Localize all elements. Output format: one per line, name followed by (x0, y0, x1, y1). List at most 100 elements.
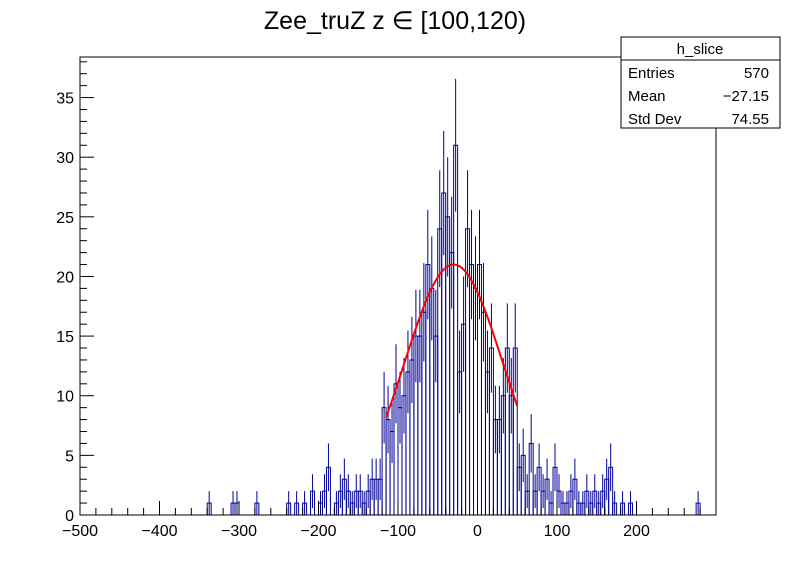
histogram-bin (465, 170, 471, 516)
histogram-bin (206, 491, 212, 516)
x-tick-label: −500 (62, 523, 98, 540)
x-tick-label: 200 (623, 523, 650, 540)
histogram-bin (445, 157, 451, 516)
y-tick-label: 15 (56, 329, 74, 346)
histogram-bin (365, 474, 371, 516)
histogram-bin (449, 196, 455, 516)
histogram-bin (516, 443, 522, 516)
histogram-bin (318, 491, 323, 516)
stats-stddev-value: 74.55 (731, 111, 769, 128)
histogram-bin (461, 276, 467, 516)
histogram-bin (373, 458, 379, 516)
y-tick-label: 30 (56, 150, 74, 167)
histogram-bin (294, 491, 300, 516)
histogram-bin (353, 474, 359, 516)
histogram-bin (369, 458, 375, 516)
fit-curve (385, 263, 519, 418)
histogram-bin (469, 209, 475, 516)
histogram-bin (429, 236, 435, 516)
histogram-bin (564, 491, 570, 516)
histogram-bin (345, 474, 351, 516)
histogram-bin (230, 491, 236, 516)
chart-title: Zee_truZ z ∈ [100,120) (264, 7, 526, 35)
histogram-bin (528, 414, 534, 516)
histogram-bin (596, 491, 602, 516)
histogram-bin (234, 491, 240, 516)
histogram-bin (568, 474, 574, 516)
x-tick-label: 100 (544, 523, 571, 540)
histogram-bin (453, 78, 459, 516)
histogram-bin (504, 303, 510, 516)
stats-box-frame (620, 36, 781, 129)
histogram-bin (381, 371, 387, 516)
histogram-bin (532, 474, 538, 516)
histogram-bin (608, 443, 614, 516)
stats-box-title: h_slice (677, 41, 724, 58)
histogram-bin (695, 491, 701, 516)
histogram-bin (302, 491, 308, 516)
histogram-bin (473, 236, 478, 516)
stats-box: h_slice Entries 570 Mean −27.15 Std Dev … (620, 36, 781, 129)
histogram-bin (361, 491, 367, 516)
y-tick-label: 0 (65, 508, 74, 525)
histogram-bin (286, 491, 292, 516)
histogram-bin (512, 303, 518, 516)
histogram-bin (540, 474, 546, 516)
histogram-bin (572, 458, 578, 516)
y-tick-label: 20 (56, 269, 74, 286)
ticks-layer: −500 −400 −300 −200 −100 0 100 200 0 5 10 15 20 25 30 3… (56, 61, 717, 540)
histogram-bin (477, 209, 482, 516)
histogram-bin (397, 371, 403, 516)
histogram-bin (310, 474, 316, 516)
histogram-bin (393, 344, 399, 516)
histogram-bin (552, 443, 558, 516)
histogram-bin (544, 458, 550, 516)
histogram-bin (333, 491, 339, 516)
histogram-bin (341, 458, 347, 516)
histogram-bin (584, 474, 590, 516)
histogram-bin (612, 491, 618, 516)
histogram-bin (604, 458, 610, 516)
histogram-bin (524, 474, 530, 516)
histogram-bin (556, 474, 562, 516)
histogram-bin (500, 358, 506, 516)
histogram-bin (337, 474, 343, 516)
stats-entries-label: Entries (628, 65, 675, 82)
x-tick-label: −100 (380, 523, 416, 540)
histogram-bin (357, 474, 363, 516)
histogram-bin (437, 170, 443, 516)
y-tick-label: 5 (65, 448, 74, 465)
histogram-bin (560, 491, 566, 516)
histogram-bin (425, 209, 431, 516)
histogram-bin (592, 474, 598, 516)
histogram-bin (349, 491, 355, 516)
histogram-bin (620, 491, 626, 516)
histogram-bin (600, 474, 606, 516)
histogram-bin (433, 289, 439, 516)
histogram-bin (520, 428, 526, 516)
histogram-layer (80, 78, 716, 516)
stats-stddev-label: Std Dev (628, 111, 682, 128)
stats-mean-label: Mean (628, 88, 666, 105)
histogram-bin (580, 491, 586, 516)
histogram-bin (325, 443, 331, 516)
x-tick-label: −200 (300, 523, 336, 540)
fit-layer (385, 263, 519, 418)
y-tick-label: 25 (56, 210, 74, 227)
histogram-bin (536, 443, 542, 516)
y-tick-label: 10 (56, 389, 74, 406)
histogram-bin (254, 491, 260, 516)
histogram-bin (576, 491, 582, 516)
stats-entries-value: 570 (744, 65, 769, 82)
histogram-bin (484, 330, 490, 516)
x-tick-label: −300 (221, 523, 257, 540)
histogram-bin (628, 491, 634, 516)
histogram-bin (492, 385, 498, 516)
histogram-bin (588, 491, 594, 516)
histogram-bin (321, 474, 327, 516)
histogram-bin (457, 330, 463, 516)
histogram-bin (401, 358, 407, 516)
stats-mean-value: −27.15 (723, 88, 769, 105)
histogram-bin (441, 130, 447, 516)
